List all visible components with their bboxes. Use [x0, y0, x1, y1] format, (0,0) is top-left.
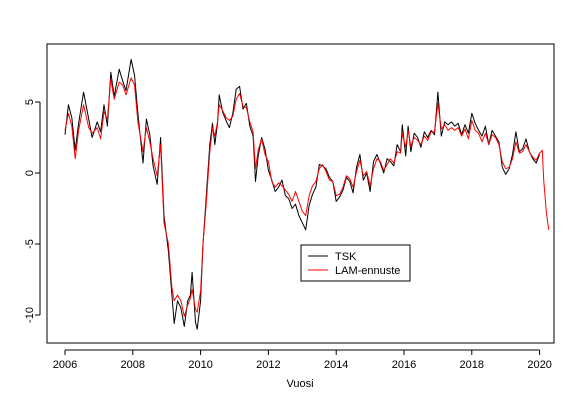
x-tick-label: 2020	[527, 359, 551, 371]
x-tick-label: 2014	[324, 359, 348, 371]
y-tick-label: -5	[24, 239, 36, 249]
y-tick-label: -10	[24, 307, 36, 323]
plot-frame	[46, 43, 555, 344]
legend-label-lam-ennuste: LAM-ennuste	[335, 265, 400, 277]
x-tick-label: 2006	[53, 359, 77, 371]
x-tick-label: 2008	[121, 359, 145, 371]
legend-box	[300, 244, 411, 282]
x-tick-label: 2010	[188, 359, 212, 371]
x-axis: 2006 2008 2010 2012 2014 2016 2018 2020	[53, 349, 552, 371]
series-line-lam-ennuste	[64, 77, 550, 317]
x-axis-title: Vuosi	[286, 378, 313, 390]
series-line-tsk	[64, 58, 541, 330]
y-tick-label: 5	[24, 99, 36, 105]
x-tick-label: 2018	[460, 359, 484, 371]
y-tick-label: 0	[24, 170, 36, 176]
series-layer	[64, 58, 550, 330]
legend: TSK LAM-ennuste	[300, 244, 411, 282]
legend-label-tsk: TSK	[335, 251, 357, 263]
y-axis: 5 0 -5 -10	[24, 99, 41, 323]
x-tick-label: 2016	[392, 359, 416, 371]
x-tick-label: 2012	[256, 359, 280, 371]
